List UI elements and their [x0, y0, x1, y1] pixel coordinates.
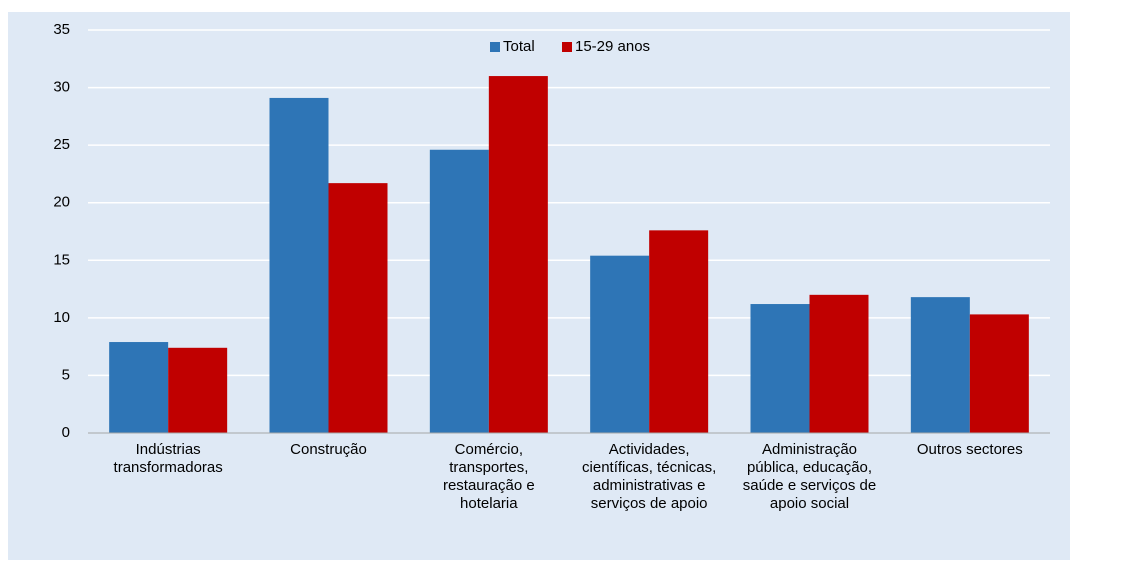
bar	[649, 230, 709, 433]
x-tick-label-box: Actividades, científicas, técnicas, admi…	[582, 441, 717, 512]
y-tick-label: 35	[53, 21, 70, 38]
x-tick-label-box: Comércio, transportes, restauração e hot…	[442, 441, 535, 512]
y-tick-label: 25	[53, 136, 70, 153]
bar	[969, 314, 1029, 433]
bar	[488, 76, 548, 434]
legend-swatch	[490, 42, 500, 52]
x-tick-label-box: Administração pública, educação, saúde e…	[742, 441, 877, 512]
bar	[269, 97, 329, 433]
bar	[429, 149, 489, 433]
bar	[809, 294, 869, 433]
x-tick-label: Construção	[290, 441, 367, 458]
y-tick-label: 20	[53, 194, 70, 211]
legend-swatch	[562, 42, 572, 52]
x-tick-label: Indústrias transformadoras	[113, 441, 223, 476]
bar	[910, 297, 970, 433]
bar	[328, 183, 388, 433]
x-tick-label: Comércio, transportes, restauração e hot…	[442, 441, 535, 512]
y-tick-label: 5	[62, 366, 70, 383]
bar	[168, 347, 228, 433]
x-tick-label: Outros sectores	[916, 441, 1023, 458]
bar	[109, 342, 169, 433]
bar	[590, 255, 650, 433]
x-tick-label-box: Construção	[290, 441, 367, 458]
y-tick-label: 15	[53, 251, 70, 268]
y-tick-label: 10	[53, 309, 70, 326]
x-tick-label-box: Outros sectores	[916, 441, 1023, 458]
legend-label: Total	[503, 38, 535, 55]
bar	[750, 304, 810, 433]
x-tick-label: Actividades, científicas, técnicas, admi…	[582, 441, 717, 512]
legend-label: 15-29 anos	[575, 38, 650, 55]
x-tick-label-box: Indústrias transformadoras	[113, 441, 223, 476]
y-tick-label: 0	[62, 424, 70, 441]
x-tick-label: Administração pública, educação, saúde e…	[742, 441, 877, 512]
y-tick-label: 30	[53, 79, 70, 96]
